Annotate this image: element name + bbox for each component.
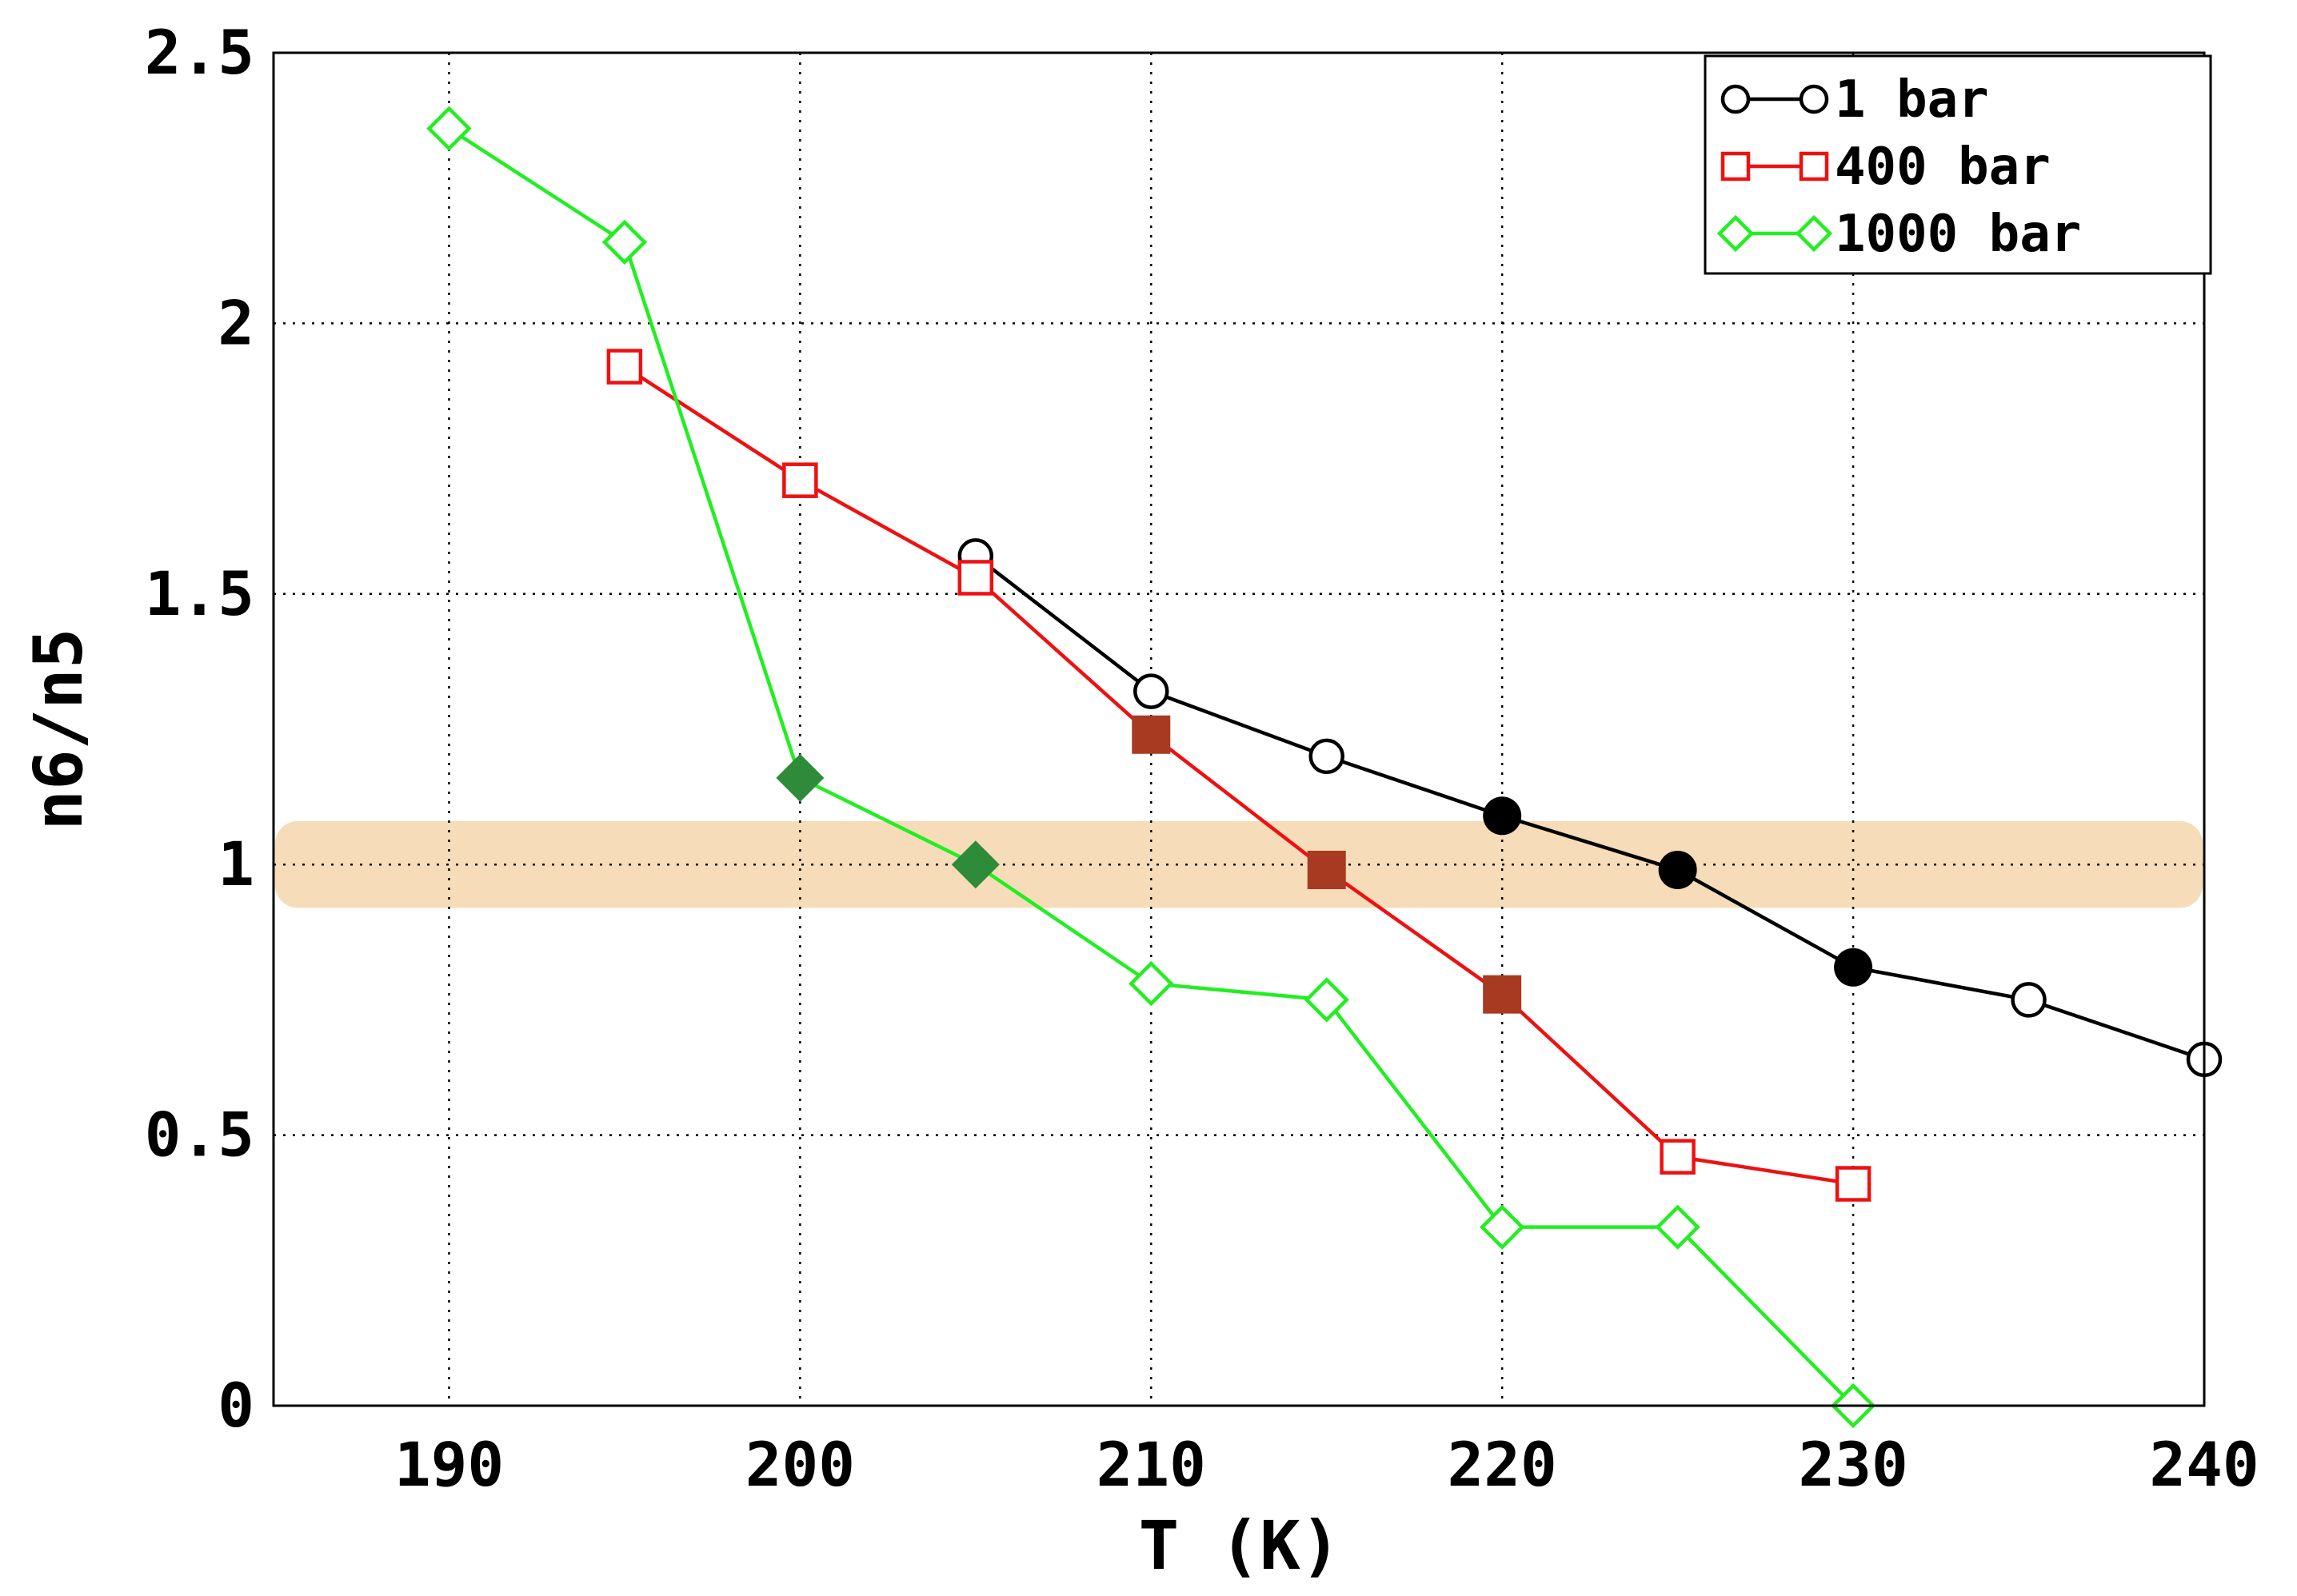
legend-marker-square	[1720, 151, 1751, 182]
circle-point	[1133, 673, 1169, 709]
diamond-point-filled	[951, 840, 1000, 889]
y-tick-label: 0	[218, 1370, 254, 1441]
legend-marker-diamond	[1795, 214, 1833, 253]
circle-point	[2011, 982, 2047, 1018]
circle-point	[1308, 738, 1344, 775]
x-axis-title: T (K)	[1139, 1506, 1341, 1585]
square-point	[782, 462, 818, 498]
circle-point-filled	[1834, 948, 1873, 987]
legend-entry: 1000 bar	[1716, 205, 2081, 264]
highlight-band-layer	[275, 821, 2203, 908]
diamond-point-filled	[776, 753, 825, 802]
legend-marker-diamond	[1716, 214, 1755, 253]
legend-marker-circle	[1720, 84, 1751, 114]
series-line	[974, 554, 2205, 1061]
legend-entry: 400 bar	[1720, 138, 2051, 197]
highlight-band	[275, 821, 2203, 908]
circle-point-filled	[1483, 796, 1522, 836]
tick-label-layer: 190 200 210 220 230 240 0 0.5 1 1.5 2 2.5	[145, 17, 2259, 1500]
square-point-filled	[1307, 850, 1346, 889]
y-axis-title: n6/n5	[19, 628, 98, 831]
series-layer	[426, 106, 2223, 1429]
legend-label: 1000 bar	[1835, 205, 2081, 264]
series-1000-bar	[426, 106, 1876, 1429]
diamond-point	[1655, 1204, 1700, 1250]
legend-label: 1 bar	[1835, 70, 1989, 130]
y-tick-label: 2.5	[145, 17, 254, 88]
series-1-bar	[957, 538, 2223, 1078]
legend-marker-circle	[1799, 84, 1829, 114]
legend-entry: 1 bar	[1720, 70, 1989, 130]
square-point	[1660, 1139, 1696, 1175]
legend: 1 bar 400 bar 1000 bar	[1704, 54, 2212, 275]
series-400-bar	[606, 349, 1872, 1202]
diamond-point	[601, 219, 648, 265]
x-tick-label: 230	[1798, 1429, 1908, 1500]
square-point-filled	[1483, 975, 1522, 1014]
y-tick-label: 1.5	[145, 558, 254, 629]
y-tick-label: 2	[218, 287, 254, 358]
diamond-point	[1129, 960, 1174, 1007]
x-tick-label: 190	[394, 1429, 504, 1500]
legend-label: 400 bar	[1835, 138, 2051, 197]
square-point	[957, 560, 994, 596]
x-tick-label: 240	[2149, 1429, 2259, 1500]
diamond-point	[426, 106, 472, 151]
y-tick-label: 1	[218, 828, 254, 900]
square-point	[606, 349, 643, 385]
plot-area-frame	[272, 51, 2206, 1407]
circle-point-filled	[1658, 850, 1697, 889]
legend-marker-square	[1799, 151, 1829, 182]
series-line	[623, 365, 1854, 1186]
x-tick-label: 200	[745, 1429, 855, 1500]
square-point	[1835, 1166, 1872, 1202]
x-tick-label: 220	[1448, 1429, 1557, 1500]
x-tick-label: 210	[1097, 1429, 1206, 1500]
y-tick-label: 0.5	[145, 1099, 254, 1171]
diamond-point	[1304, 977, 1349, 1023]
square-point-filled	[1132, 715, 1171, 754]
diamond-point	[1479, 1204, 1525, 1250]
